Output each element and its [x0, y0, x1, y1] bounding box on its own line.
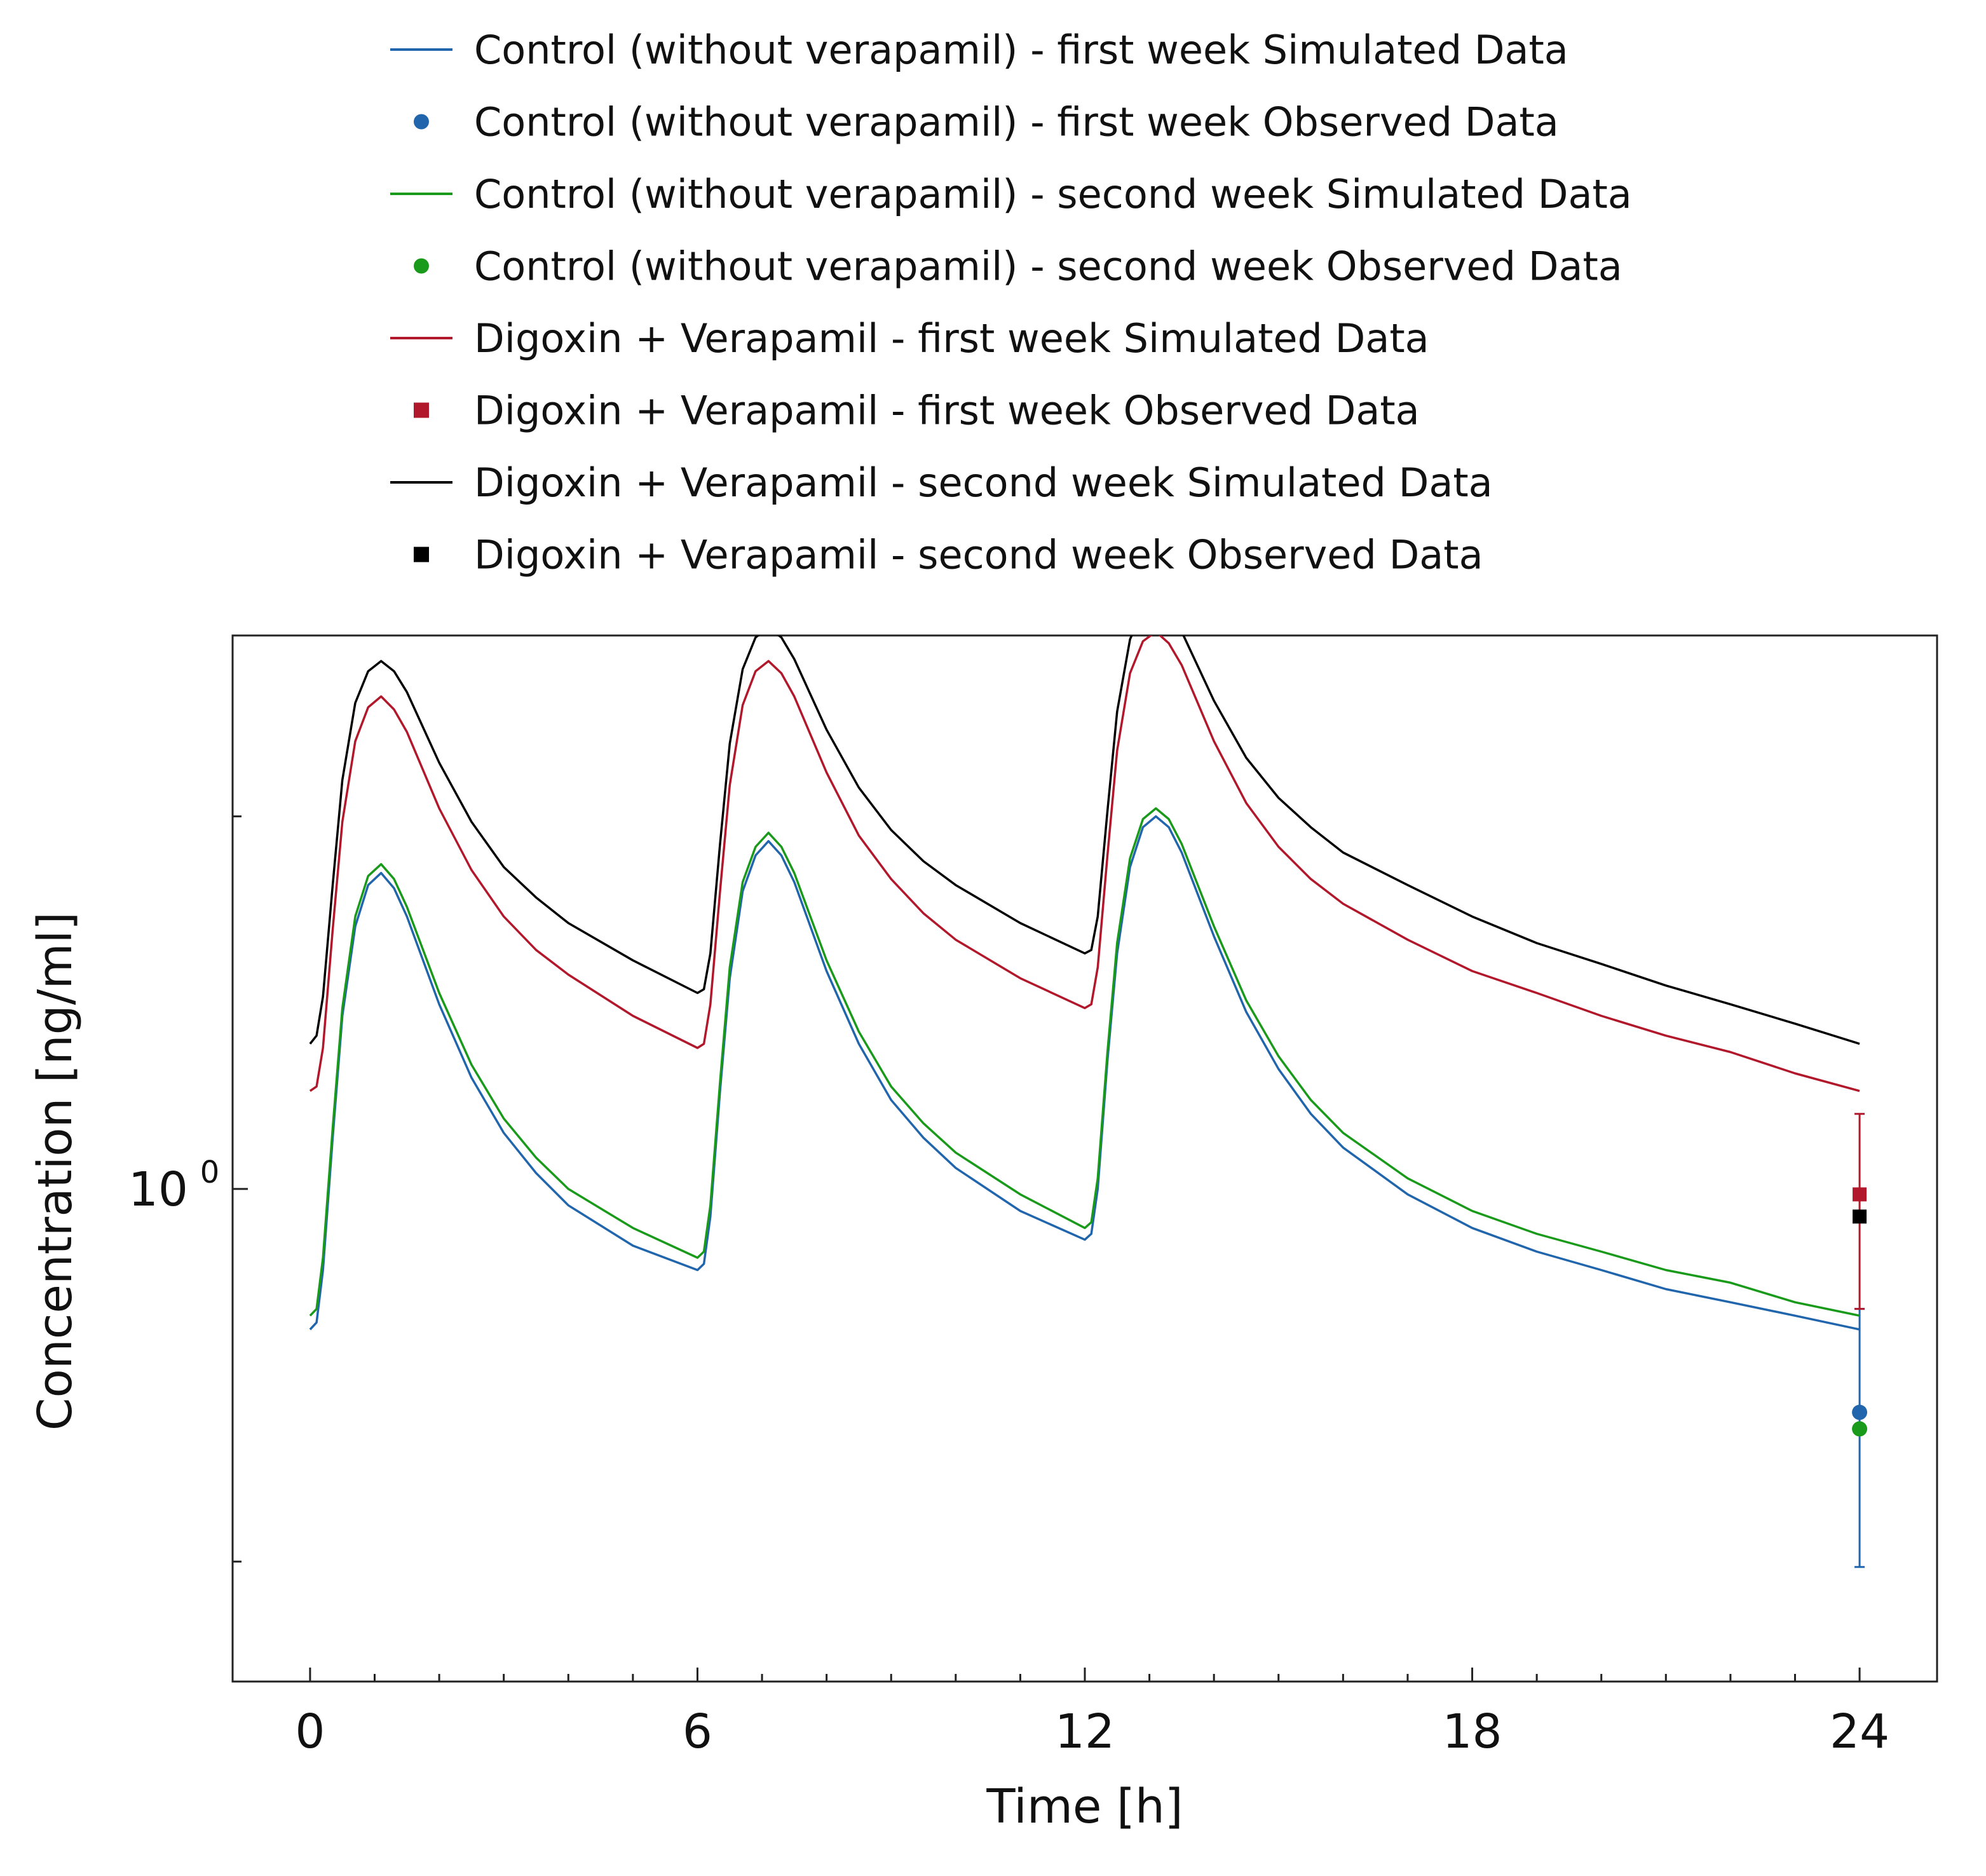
series-digoxin-verapamil-second-week-simulated-data	[309, 636, 1860, 1045]
series-line	[309, 815, 1860, 1331]
y-axis-title: Concentration [ng/ml]	[28, 912, 83, 1431]
y-tick-base: 10	[128, 1162, 188, 1217]
legend-item-6: Digoxin + Verapamil - first week Observe…	[414, 388, 1420, 434]
data-point	[1852, 1421, 1868, 1437]
x-tick-label: 12	[1055, 1704, 1115, 1759]
series-control-without-verapamil-first-week-simulated-data	[309, 815, 1860, 1331]
x-tick-label: 18	[1442, 1704, 1502, 1759]
y-tick-label: 10 0	[128, 1155, 219, 1217]
legend-label: Control (without verapamil) - second wee…	[474, 243, 1622, 290]
legend-label: Control (without verapamil) - first week…	[474, 27, 1568, 73]
legend-swatch-circle	[414, 258, 429, 274]
series-line	[309, 807, 1860, 1317]
y-tick-exponent: 0	[200, 1155, 220, 1190]
legend-item-3: Control (without verapamil) - second wee…	[390, 171, 1632, 217]
legend-label: Digoxin + Verapamil - first week Simulat…	[474, 315, 1429, 362]
legend-item-7: Digoxin + Verapamil - second week Simula…	[390, 459, 1493, 506]
legend-label: Control (without verapamil) - first week…	[474, 99, 1559, 146]
data-point	[1852, 1404, 1868, 1420]
y-axis: 10 0	[128, 815, 248, 1563]
legend-swatch-square	[414, 402, 429, 418]
x-axis: 0 6 12 18 24	[295, 1668, 1889, 1759]
x-tick-label: 6	[683, 1704, 712, 1759]
series-layer	[309, 636, 1868, 1568]
legend-item-1: Control (without verapamil) - first week…	[390, 27, 1568, 73]
series-digoxin-verapamil-first-week-simulated-data	[309, 636, 1860, 1092]
x-tick-label: 0	[295, 1704, 325, 1759]
legend: Control (without verapamil) - first week…	[390, 27, 1632, 578]
series-line	[309, 636, 1860, 1045]
x-axis-title: Time [h]	[986, 1779, 1183, 1834]
series-digoxin-verapamil-second-week-observed-data	[1853, 1209, 1867, 1224]
data-point	[1853, 1187, 1867, 1202]
legend-label: Control (without verapamil) - second wee…	[474, 171, 1632, 217]
legend-item-5: Digoxin + Verapamil - first week Simulat…	[390, 315, 1429, 362]
legend-swatch-square	[414, 547, 429, 562]
legend-label: Digoxin + Verapamil - second week Simula…	[474, 459, 1493, 506]
legend-item-4: Control (without verapamil) - second wee…	[414, 243, 1622, 290]
series-control-without-verapamil-first-week-observed-data	[1852, 1308, 1868, 1568]
x-tick-label: 24	[1830, 1704, 1889, 1759]
series-control-without-verapamil-second-week-observed-data	[1852, 1421, 1868, 1437]
legend-swatch-circle	[414, 114, 429, 130]
legend-item-2: Control (without verapamil) - first week…	[414, 99, 1559, 146]
legend-label: Digoxin + Verapamil - first week Observe…	[474, 388, 1420, 434]
legend-item-8: Digoxin + Verapamil - second week Observ…	[414, 532, 1483, 578]
series-control-without-verapamil-second-week-simulated-data	[309, 807, 1860, 1317]
series-line	[309, 636, 1860, 1092]
legend-label: Digoxin + Verapamil - second week Observ…	[474, 532, 1483, 578]
data-point	[1853, 1209, 1867, 1224]
